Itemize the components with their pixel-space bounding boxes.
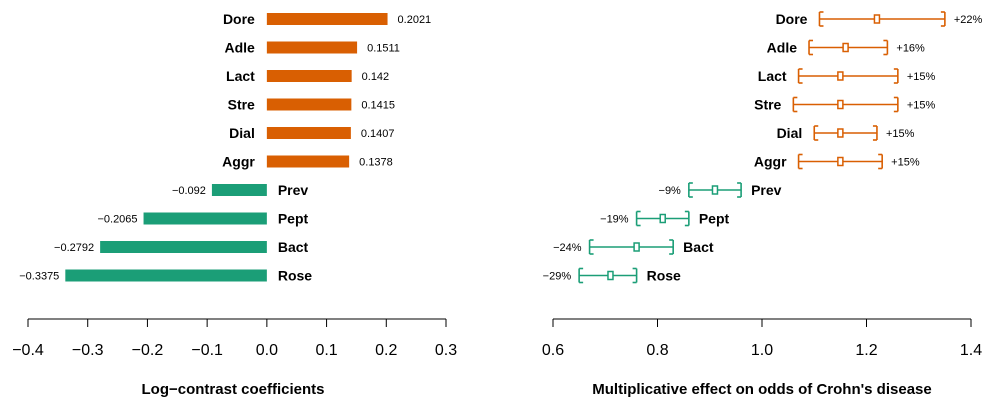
effect-label-pept: −19% [600,214,629,226]
category-label-stre: Stre [228,97,255,113]
left-x-tick-label: 0.3 [435,342,457,359]
left-x-tick-label: −0.1 [191,342,223,359]
category-label-aggr: Aggr [222,154,255,170]
right-x-tick-label: 0.6 [542,342,564,359]
value-label-prev: −0.092 [172,185,206,197]
interval-category-label-prev: Prev [751,182,782,198]
interval-category-label-rose: Rose [647,268,681,284]
value-label-dial: 0.1407 [361,128,395,140]
category-label-adle: Adle [225,40,256,56]
bar-lact [266,70,352,82]
category-label-dore: Dore [223,11,255,27]
right-x-tick-label: 1.2 [855,342,877,359]
point-estimate-bact [633,242,640,252]
bar-prev [211,184,267,196]
bar-stre [266,98,352,111]
point-estimate-dore [873,14,881,24]
effect-label-prev: −9% [659,185,682,197]
bar-dore [266,13,388,25]
value-label-bact: −0.2792 [54,242,94,254]
left-x-tick-label: −0.4 [12,342,44,359]
effect-label-rose: −29% [543,271,572,283]
bar-pept [143,212,267,225]
interval-category-label-dore: Dore [776,11,808,27]
category-label-lact: Lact [226,68,255,84]
odds-effect-panel: Dore +22% Adle +16% Lact +15% Stre +15% Dial +15%… [542,11,983,359]
effect-label-stre: +15% [907,100,936,112]
value-label-aggr: 0.1378 [359,157,393,169]
point-estimate-dial [837,128,844,138]
point-estimate-lact [837,71,844,81]
interval-category-label-stre: Stre [754,97,781,113]
point-estimate-stre [837,99,844,110]
effect-label-dore: +22% [954,14,983,26]
point-estimate-adle [842,42,849,53]
effect-label-bact: −24% [553,242,582,254]
left-x-tick-label: −0.3 [72,342,104,359]
value-label-lact: 0.142 [362,71,390,83]
left-x-tick-label: 0.0 [256,342,278,359]
effect-label-aggr: +15% [891,157,920,169]
effect-label-dial: +15% [886,128,915,140]
category-label-rose: Rose [278,268,312,284]
category-label-dial: Dial [229,125,255,141]
right-x-axis-label: Multiplicative effect on odds of Crohn's… [592,381,931,398]
effect-label-adle: +16% [896,43,925,55]
left-x-tick-label: 0.1 [315,342,337,359]
interval-category-label-dial: Dial [777,125,803,141]
right-x-tick-label: 0.8 [646,342,668,359]
bar-aggr [266,155,350,168]
effect-label-lact: +15% [907,71,936,83]
category-label-prev: Prev [278,182,309,198]
right-x-tick-label: 1.0 [751,342,773,359]
left-x-axis-label: Log−contrast coefficients [142,381,325,398]
point-estimate-prev [711,185,719,195]
value-label-stre: 0.1415 [361,100,395,112]
interval-category-label-bact: Bact [683,239,714,255]
category-label-pept: Pept [278,211,309,227]
value-label-rose: −0.3375 [19,271,59,283]
right-x-tick-label: 1.4 [960,342,982,359]
interval-category-label-aggr: Aggr [754,154,787,170]
value-label-dore: 0.2021 [398,14,432,26]
left-x-tick-label: 0.2 [375,342,397,359]
bar-bact [100,241,267,253]
point-estimate-rose [607,270,614,281]
log-contrast-panel: Dore 0.2021 Adle 0.1511 Lact 0.142 Stre 0.1415 D… [12,11,457,359]
interval-category-label-lact: Lact [758,68,787,84]
point-estimate-aggr [837,156,844,167]
category-label-bact: Bact [278,239,309,255]
bar-rose [65,269,267,282]
left-x-tick-label: −0.2 [132,342,164,359]
bar-adle [266,41,358,54]
interval-category-label-adle: Adle [767,40,798,56]
point-estimate-pept [659,213,666,224]
bar-dial [266,127,351,139]
interval-category-label-pept: Pept [699,211,730,227]
value-label-pept: −0.2065 [97,214,137,226]
value-label-adle: 0.1511 [367,43,400,55]
